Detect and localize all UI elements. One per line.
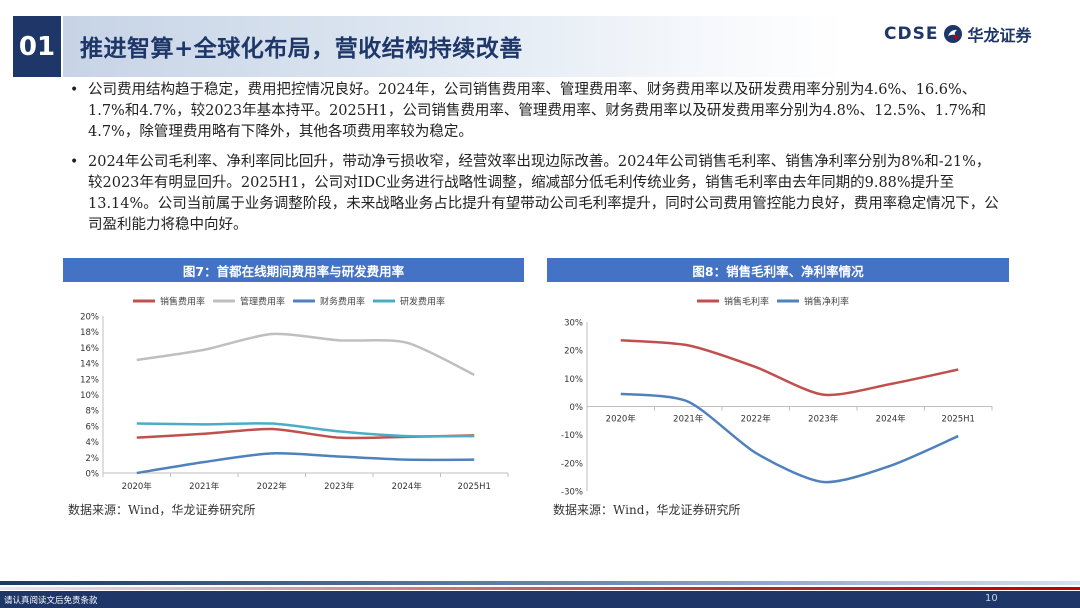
series-line-销售毛利率 bbox=[620, 339, 959, 397]
legend-label: 研发费用率 bbox=[400, 296, 445, 308]
y-tick-label: 10% bbox=[564, 375, 583, 385]
series-line-销售净利率 bbox=[620, 392, 959, 484]
x-tick-label: 2022年 bbox=[741, 414, 772, 425]
x-tick-label: 2023年 bbox=[324, 481, 355, 492]
footer-stripe-red bbox=[0, 587, 1080, 590]
x-tick-label: 2025H1 bbox=[942, 415, 975, 425]
section-number: 01 bbox=[13, 16, 61, 77]
y-tick-label: 30% bbox=[564, 319, 583, 329]
y-tick-label: -30% bbox=[561, 488, 583, 497]
y-tick-label: 0% bbox=[86, 470, 100, 480]
footer-stripe bbox=[0, 581, 1080, 585]
x-tick-label: 2022年 bbox=[257, 481, 288, 492]
y-tick-label: -10% bbox=[561, 431, 583, 441]
bullet-text: 2024年公司毛利率、净利率同比回升，带动净亏损收窄，经营效率出现边际改善。20… bbox=[88, 154, 999, 233]
bullet-list: • 公司费用结构趋于稳定，费用把控情况良好。2024年，公司销售费用率、管理费用… bbox=[70, 80, 1000, 245]
x-tick-label: 2020年 bbox=[122, 481, 153, 492]
legend-label: 销售毛利率 bbox=[724, 296, 769, 308]
footer-bar: 请认真阅读文后免责条款 10 bbox=[0, 591, 1080, 608]
series-line-管理费用率 bbox=[136, 332, 475, 377]
y-tick-label: 16% bbox=[80, 344, 99, 354]
series-line-财务费用率 bbox=[136, 452, 475, 475]
expense-ratio-chart: 销售费用率 管理费用率 财务费用率 研发费用率 0% 2% 4% 6% 8% 10% 12% 14% 1… bbox=[80, 296, 509, 492]
logo-text-en: CDSE bbox=[884, 24, 939, 44]
y-tick-label: 8% bbox=[86, 407, 100, 417]
y-tick-label: -20% bbox=[561, 459, 583, 469]
y-tick-label: 14% bbox=[80, 360, 99, 370]
y-tick-label: 20% bbox=[80, 313, 99, 323]
bullet-text: 公司费用结构趋于稳定，费用把控情况良好。2024年，公司销售费用率、管理费用率、… bbox=[88, 82, 987, 140]
bullet-item: • 2024年公司毛利率、净利率同比回升，带动净亏损收窄，经营效率出现边际改善。… bbox=[70, 152, 1000, 236]
y-tick-label: 18% bbox=[80, 328, 99, 338]
y-tick-label: 4% bbox=[86, 438, 100, 448]
legend-label: 销售费用率 bbox=[160, 296, 205, 308]
legend-label: 销售净利率 bbox=[804, 296, 849, 308]
x-tick-label: 2023年 bbox=[808, 414, 839, 425]
legend-label: 财务费用率 bbox=[320, 296, 365, 308]
dragon-logo-icon bbox=[944, 25, 963, 43]
bullet-item: • 公司费用结构趋于稳定，费用把控情况良好。2024年，公司销售费用率、管理费用… bbox=[70, 80, 1000, 143]
source-note: 数据来源：Wind，华龙证券研究所 bbox=[68, 503, 256, 517]
y-tick-label: 12% bbox=[80, 375, 99, 385]
y-tick-label: 20% bbox=[564, 347, 583, 357]
legend-label: 管理费用率 bbox=[240, 296, 285, 308]
series-line-研发费用率 bbox=[136, 422, 475, 438]
bullet-dot: • bbox=[70, 82, 79, 98]
page-title: 推进智算+全球化布局，营收结构持续改善 bbox=[80, 36, 523, 62]
chart-title-margin: 图8：销售毛利率、净利率情况 bbox=[547, 258, 1009, 282]
source-note: 数据来源：Wind，华龙证券研究所 bbox=[553, 503, 741, 517]
y-tick-label: 0% bbox=[570, 403, 584, 413]
y-tick-label: 2% bbox=[86, 454, 100, 464]
x-tick-label: 2021年 bbox=[673, 414, 704, 425]
x-tick-label: 2024年 bbox=[392, 481, 423, 492]
y-tick-label: 6% bbox=[86, 422, 100, 432]
logo-text-cn: 华龙证券 bbox=[967, 26, 1032, 45]
title-band bbox=[63, 16, 843, 77]
x-tick-label: 2021年 bbox=[189, 481, 220, 492]
y-tick-label: 10% bbox=[80, 391, 99, 401]
x-tick-label: 2020年 bbox=[606, 414, 637, 425]
x-tick-label: 2025H1 bbox=[458, 482, 491, 492]
page-number: 10 bbox=[985, 593, 998, 604]
x-tick-label: 2024年 bbox=[876, 414, 907, 425]
disclaimer-link[interactable]: 请认真阅读文后免责条款 bbox=[4, 596, 98, 606]
chart-title-expense: 图7：首都在线期间费用率与研发费用率 bbox=[63, 258, 524, 282]
margin-chart: 销售毛利率 销售净利率 -30% -20% -10% 0% 10% 20% 30% 2020年 20… bbox=[561, 296, 993, 497]
brand-logo: CDSE 华龙证券 bbox=[884, 22, 1031, 46]
bullet-dot: • bbox=[70, 154, 79, 170]
